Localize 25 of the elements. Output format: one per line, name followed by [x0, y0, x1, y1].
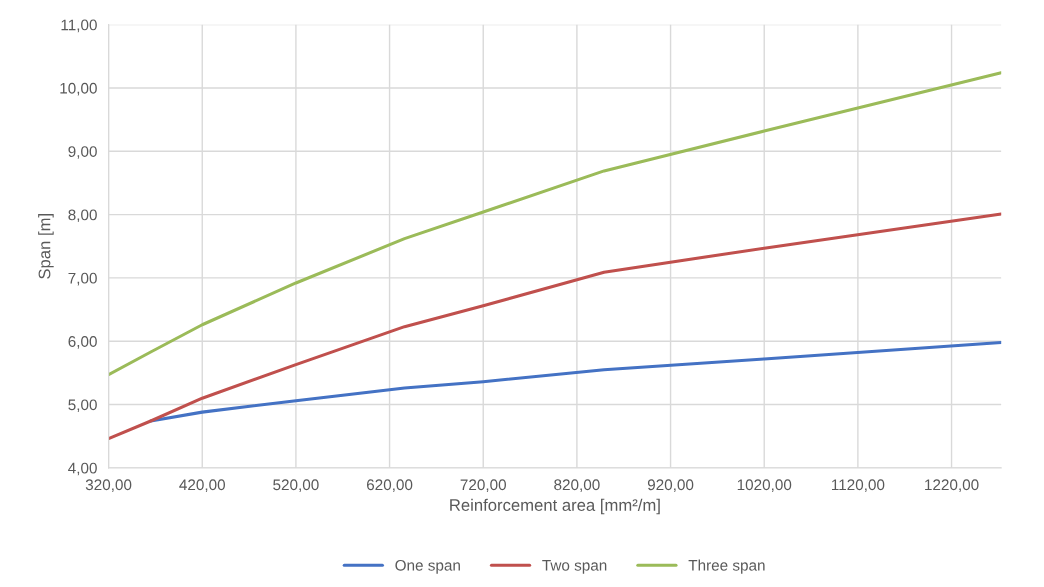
y-tick-label: 9,00 — [68, 146, 97, 159]
y-tick-label: 6,00 — [68, 336, 97, 349]
legend-label: Three span — [688, 559, 765, 574]
x-tick-label: 1220,00 — [925, 479, 979, 492]
x-tick-label: 720,00 — [460, 479, 506, 492]
legend-label: One span — [395, 559, 460, 574]
x-axis-title: Reinforcement area [mm²/m] — [450, 498, 660, 515]
x-tick-label: 320,00 — [85, 479, 132, 492]
y-tick-label: 8,00 — [68, 209, 97, 223]
x-tick-label: 520,00 — [273, 479, 319, 492]
legend-label: Two span — [542, 560, 607, 574]
y-tick-label: 10,00 — [60, 82, 97, 96]
x-tick-label: 1020,00 — [737, 479, 792, 492]
x-tick-label: 820,00 — [554, 479, 600, 492]
line-series — [108, 71, 1002, 377]
y-tick-label: 4,00 — [68, 462, 97, 476]
x-tick-label: 920,00 — [647, 479, 694, 492]
x-tick-label: 420,00 — [179, 479, 226, 492]
line-series — [108, 212, 1002, 441]
y-tick-label: 5,00 — [68, 399, 97, 413]
y-tick-label: 7,00 — [68, 272, 97, 286]
x-tick-label: 620,00 — [366, 479, 413, 492]
x-tick-label: 1120,00 — [832, 479, 885, 492]
y-axis-title: Span [m] — [38, 214, 54, 279]
y-tick-label: 11,00 — [61, 19, 97, 33]
